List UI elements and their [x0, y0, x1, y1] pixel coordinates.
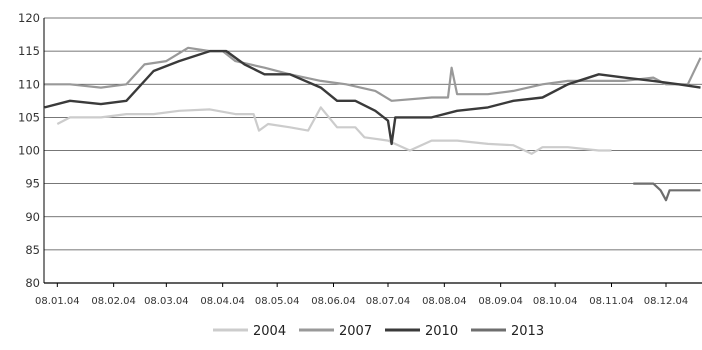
y-tick-label: 95 — [25, 177, 40, 191]
series-line-2013 — [633, 182, 701, 202]
plot-area — [44, 46, 702, 202]
x-tick-label: 08.01.04 — [35, 296, 80, 307]
legend: 2004 2007 2010 2013 — [213, 324, 544, 339]
series-line-2004 — [56, 106, 612, 155]
x-tick-label: 08.06.04 — [311, 296, 356, 307]
y-axis: 80 85 90 95 100 105 110 115 120 — [18, 11, 40, 290]
x-tick-label: 08.07.04 — [366, 296, 411, 307]
y-tick-label: 100 — [18, 144, 40, 158]
grid — [43, 17, 702, 284]
y-tick-label: 110 — [18, 77, 40, 91]
legend-label-2010: 2010 — [425, 324, 458, 339]
y-tick-label: 120 — [18, 11, 40, 25]
x-tick-label: 08.05.04 — [255, 296, 300, 307]
x-tick-label: 08.03.04 — [144, 296, 189, 307]
x-tick-label: 08.04.04 — [200, 296, 245, 307]
y-tick-label: 80 — [25, 276, 40, 290]
legend-label-2013: 2013 — [511, 324, 544, 339]
x-axis: 08.01.04 08.02.04 08.03.04 08.04.04 08.05.04… — [35, 283, 688, 307]
x-tick-label: 08.12.04 — [644, 296, 689, 307]
x-tick-label: 08.10.04 — [533, 296, 578, 307]
x-tick-label: 08.08.04 — [422, 296, 467, 307]
series-line-2010 — [44, 49, 701, 146]
legend-label-2007: 2007 — [339, 324, 372, 339]
series-line-2007 — [44, 46, 702, 102]
y-tick-label: 105 — [18, 110, 40, 124]
y-tick-label: 90 — [25, 210, 40, 224]
legend-label-2004: 2004 — [253, 324, 286, 339]
x-tick-label: 08.09.04 — [478, 296, 523, 307]
x-tick-label: 08.02.04 — [91, 296, 136, 307]
y-tick-label: 115 — [18, 44, 40, 58]
x-tick-label: 08.11.04 — [589, 296, 634, 307]
y-tick-label: 85 — [25, 243, 40, 257]
